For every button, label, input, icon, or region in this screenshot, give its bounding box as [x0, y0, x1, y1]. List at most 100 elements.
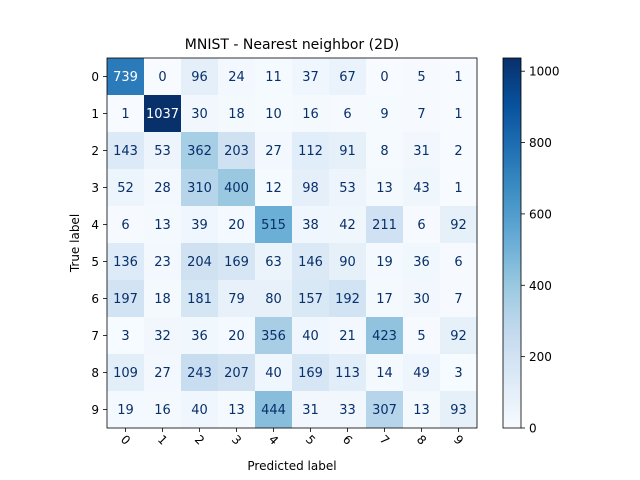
heatmap-cell: [107, 95, 145, 133]
heatmap-cell: [181, 354, 219, 392]
heatmap-cell: [181, 132, 219, 170]
cell-value-label: 143: [113, 144, 138, 159]
cell-value-label: 444: [261, 403, 286, 418]
heatmap-cell: [107, 206, 145, 244]
x-tick-label: 2: [192, 432, 207, 447]
y-tick-label: 6: [91, 292, 99, 306]
cell-value-label: 92: [450, 218, 467, 233]
heatmap-cell: [329, 132, 367, 170]
heatmap-cell: [292, 169, 330, 207]
heatmap-cell: [107, 354, 145, 392]
heatmap-cell: [218, 206, 256, 244]
y-tick-label: 0: [91, 70, 99, 84]
cell-value-label: 38: [302, 218, 319, 233]
heatmap-cell: [144, 243, 182, 281]
cell-value-label: 36: [413, 255, 430, 270]
y-tick-label: 1: [91, 107, 99, 121]
cell-value-label: 1: [454, 70, 462, 85]
heatmap-cell: [366, 354, 404, 392]
cell-value-label: 5: [417, 329, 425, 344]
cell-value-label: 136: [113, 255, 138, 270]
cell-value-label: 8: [380, 144, 388, 159]
cell-value-label: 18: [228, 107, 245, 122]
cell-value-label: 310: [187, 181, 212, 196]
cell-value-label: 11: [265, 70, 282, 85]
y-tick-label: 7: [91, 329, 99, 343]
heatmap-cell: [181, 206, 219, 244]
cell-value-label: 9: [380, 107, 388, 122]
cell-value-label: 356: [261, 329, 286, 344]
cell-value-label: 362: [187, 144, 212, 159]
heatmap-cell: [255, 132, 293, 170]
cell-value-label: 739: [113, 70, 138, 85]
heatmap-cell: [440, 317, 478, 355]
cell-value-label: 6: [417, 218, 425, 233]
cell-value-label: 32: [154, 329, 171, 344]
cell-value-label: 203: [224, 144, 249, 159]
heatmap-cell: [144, 58, 182, 96]
cell-value-label: 80: [265, 292, 282, 307]
heatmap-cell: [255, 206, 293, 244]
cell-value-label: 63: [265, 255, 282, 270]
cell-value-label: 192: [335, 292, 360, 307]
cell-value-label: 1: [454, 181, 462, 196]
cell-value-label: 146: [298, 255, 323, 270]
cell-value-label: 93: [450, 403, 467, 418]
heatmap-cell: [366, 280, 404, 318]
x-tick-label: 5: [303, 432, 318, 447]
cell-value-label: 67: [339, 70, 356, 85]
y-tick-label: 8: [91, 366, 99, 380]
chart-title: MNIST - Nearest neighbor (2D): [185, 37, 399, 53]
cell-value-label: 28: [154, 181, 171, 196]
cell-value-label: 92: [450, 329, 467, 344]
heatmap-cell: [181, 169, 219, 207]
heatmap-cell: [144, 280, 182, 318]
heatmap-cell: [144, 391, 182, 429]
cell-value-label: 17: [376, 292, 393, 307]
cell-value-label: 16: [154, 403, 171, 418]
cell-value-label: 20: [228, 329, 245, 344]
cell-value-label: 1037: [146, 107, 179, 122]
cell-value-label: 3: [121, 329, 129, 344]
heatmap-cell: [181, 391, 219, 429]
heatmap-cell: [144, 169, 182, 207]
heatmap-cell: [440, 391, 478, 429]
heatmap-cell: [144, 206, 182, 244]
heatmap-cell: [292, 132, 330, 170]
heatmap-cell: [218, 280, 256, 318]
cell-value-label: 18: [154, 292, 171, 307]
heatmap-cell: [329, 243, 367, 281]
heatmap-cell: [181, 243, 219, 281]
cell-value-label: 157: [298, 292, 323, 307]
cell-value-label: 37: [302, 70, 319, 85]
cell-value-label: 27: [265, 144, 282, 159]
cell-value-label: 307: [372, 403, 397, 418]
heatmap-cell: [440, 169, 478, 207]
cell-value-label: 515: [261, 218, 286, 233]
heatmap-cell: [107, 169, 145, 207]
colorbar-tick-label: 400: [529, 279, 552, 293]
heatmap-cell: [403, 280, 441, 318]
y-axis-ticks: 0 1 2 3 4 5 6 7 8 9: [91, 70, 107, 417]
y-tick-label: 4: [91, 218, 99, 232]
cell-value-label: 6: [121, 218, 129, 233]
y-tick-label: 5: [91, 255, 99, 269]
heatmap-cell: [144, 354, 182, 392]
heatmap-cell: [255, 354, 293, 392]
x-tick-label: 1: [155, 432, 170, 447]
cell-value-label: 3: [454, 366, 462, 381]
heatmap-cell: [218, 132, 256, 170]
cell-value-label: 7: [417, 107, 425, 122]
cell-value-label: 91: [339, 144, 356, 159]
heatmap-cell: [255, 280, 293, 318]
x-tick-label: 4: [266, 432, 281, 447]
cell-value-label: 2: [454, 144, 462, 159]
heatmap-cell: [181, 317, 219, 355]
heatmap-cell: [403, 317, 441, 355]
heatmap-cell: [440, 95, 478, 133]
heatmap-cell: [440, 280, 478, 318]
heatmap-cell: [255, 391, 293, 429]
heatmap-cell: [144, 132, 182, 170]
heatmap-cell: [329, 58, 367, 96]
